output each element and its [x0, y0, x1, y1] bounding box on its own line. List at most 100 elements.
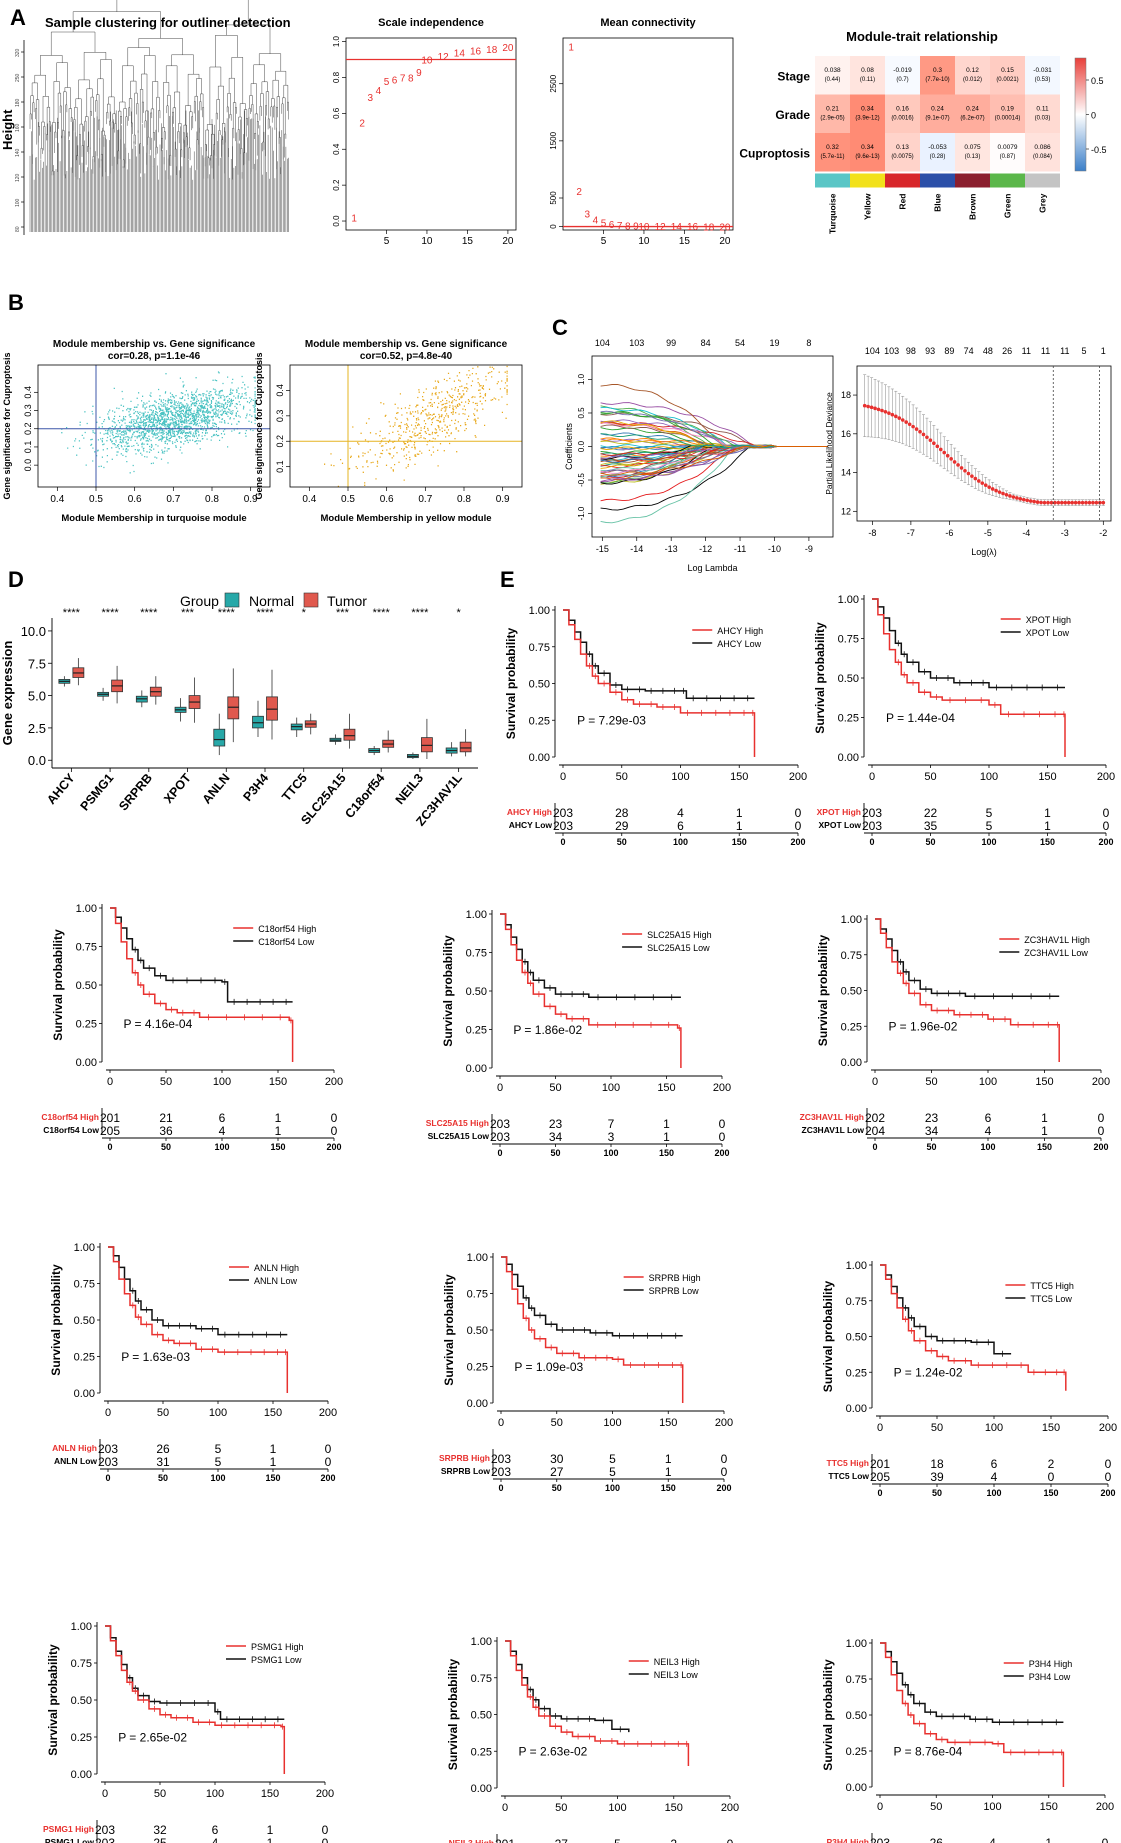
- km-xtick-label: 150: [264, 1407, 282, 1419]
- heatmap-cell: [885, 133, 920, 172]
- heatmap-cell-pvalue: (7.7e-10): [925, 77, 949, 83]
- km-risk-low-count: 0: [1103, 819, 1110, 833]
- lasso-coef-ytick-label: -1.0: [577, 506, 586, 520]
- boxplot-legend-normal-label: Normal: [249, 593, 294, 609]
- km-risk-low-count: 0: [721, 1465, 728, 1479]
- lasso-cv-point: [876, 407, 881, 412]
- km-risk-high-count: 0: [331, 1111, 338, 1125]
- heatmap-cell-value: 0.16: [896, 106, 909, 113]
- km-legend-low-label: ANLN Low: [254, 1276, 298, 1286]
- mean_connectivity-point-label: 16: [687, 222, 699, 233]
- mm_gs_turquoise-ylabel: Gene significance for Cuproptosis: [2, 352, 12, 499]
- lasso-coef-path: [600, 412, 828, 447]
- mean_connectivity-point-label: 6: [609, 220, 615, 231]
- km-xtick-label: 0: [498, 1417, 504, 1429]
- heatmap-cell-value: 0.24: [966, 106, 979, 113]
- km-risk-low-count: 39: [930, 1470, 944, 1484]
- km-low-curve: [500, 913, 681, 998]
- km-risk-low-count: 4: [985, 1124, 992, 1138]
- lasso-cv-point: [966, 471, 971, 476]
- km-risk-high-count: 201: [100, 1111, 120, 1125]
- km-risk-xtick-label: 150: [265, 1473, 280, 1483]
- boxplot-gene-label: PSMG1: [78, 771, 117, 814]
- lasso-cv-point: [880, 408, 884, 413]
- km-high-curve-censor: [589, 662, 754, 716]
- km-risk-high-count: 21: [159, 1111, 173, 1125]
- boxplot-legend-title: Group: [180, 593, 219, 609]
- lasso-cv-point: [1039, 500, 1043, 505]
- km-xtick-label: 100: [608, 1802, 626, 1814]
- km-ytick-label: 0.50: [471, 1710, 492, 1722]
- lasso-cv-point: [1066, 500, 1071, 505]
- km-risk-low-count: 1: [1044, 819, 1051, 833]
- km-risk-low-count: 0: [719, 1130, 726, 1144]
- km-xtick-label: 150: [730, 771, 748, 783]
- km-risk-low-count: 0: [795, 819, 802, 833]
- boxplot-legend-tumor-swatch: [303, 592, 319, 608]
- lasso-cv-xtick-label: -6: [945, 528, 953, 538]
- km-xtick-label: 100: [206, 1788, 224, 1800]
- boxplot-gene-label: SRPRB: [116, 771, 155, 814]
- km-risk-low-count: 34: [549, 1130, 563, 1144]
- km-legend-high-label: SRPRB High: [649, 1273, 701, 1283]
- boxplot-gene-label: C18orf54: [342, 771, 387, 821]
- boxplot-significance: ***: [181, 607, 195, 619]
- km-risk-high-count: 1: [1044, 806, 1051, 820]
- heatmap-col-label: Red: [898, 194, 908, 210]
- panel-letter-a: A: [10, 5, 26, 30]
- km-ytick-label: 0.00: [846, 1782, 867, 1794]
- heatmap-colorbar-label: -0.5: [1091, 145, 1107, 155]
- km-risk-low-count: 1: [665, 1465, 672, 1479]
- km-xtick-label: 0: [107, 1076, 113, 1088]
- mean_connectivity-xtick-label: 5: [601, 236, 607, 247]
- km-ytick-label: 0.50: [467, 1325, 488, 1337]
- km-ylabel: Survival probability: [446, 1658, 460, 1770]
- heatmap-cell-value: 0.34: [861, 106, 874, 113]
- dendrogram-ytick-label: 180: [15, 98, 21, 107]
- km-xtick-label: 0: [502, 1802, 508, 1814]
- scale_independence-point-label: 14: [454, 48, 466, 59]
- km-high-curve: [105, 1625, 286, 1774]
- km-risk-low-count: 25: [153, 1836, 167, 1843]
- km-ytick-label: 0.00: [471, 1783, 492, 1795]
- heatmap-cell-pvalue: (5.7e-11): [821, 154, 845, 160]
- lasso-cv-point: [932, 441, 936, 446]
- boxplot-significance: ****: [218, 607, 236, 619]
- scale_independence-point-label: 7: [400, 73, 406, 84]
- km-risk-high-count: 203: [553, 806, 573, 820]
- km-risk-high-count: 4: [677, 806, 684, 820]
- lasso-cv-point: [887, 411, 891, 415]
- km-risk-low-count: 5: [609, 1465, 616, 1479]
- km-legend-low-label: C18orf54 Low: [258, 937, 315, 947]
- km-low-curve-censor: [897, 640, 1058, 691]
- km-pvalue: P = 1.86e-02: [513, 1023, 582, 1037]
- km-ytick-label: 0.25: [467, 1362, 488, 1374]
- km-risk-high-count: 0: [727, 1837, 734, 1843]
- km-ytick-label: 1.00: [471, 1636, 492, 1648]
- km-xtick-label: 50: [924, 771, 936, 783]
- mean_connectivity-point-label: 7: [617, 221, 623, 232]
- scale_independence-ytick-label: 0.4: [332, 143, 341, 155]
- lasso-cv-point: [997, 490, 1002, 494]
- lasso-cv-point: [921, 432, 926, 437]
- scale_independence-point-label: 10: [421, 56, 433, 67]
- heatmap-module-color: [955, 173, 990, 188]
- lasso-cv-point: [945, 453, 950, 458]
- heatmap-cell-pvalue: (0.00014): [995, 116, 1021, 122]
- km-risk-high-count: 28: [615, 806, 629, 820]
- mm_gs_yellow-xtick-label: 0.5: [341, 494, 355, 505]
- km-risk-low-count: 0: [325, 1455, 332, 1469]
- km-risk-low-count: 5: [215, 1455, 222, 1469]
- km-ytick-label: 1.00: [71, 1621, 92, 1633]
- lasso-cv-point: [1021, 497, 1026, 502]
- km-risk-low-count: 205: [870, 1470, 890, 1484]
- km-legend-high-label: SLC25A15 High: [647, 930, 712, 940]
- km-pvalue: P = 2.65e-02: [118, 1730, 187, 1744]
- km-high-curve-censor: [132, 1302, 286, 1356]
- dendrogram-ytick-label: 250: [15, 73, 21, 82]
- lasso-cv-point: [1032, 499, 1036, 504]
- heatmap-cell-value: 0.12: [966, 67, 979, 74]
- boxplot-significance: ****: [373, 607, 391, 619]
- km-ytick-label: 1.00: [76, 903, 97, 915]
